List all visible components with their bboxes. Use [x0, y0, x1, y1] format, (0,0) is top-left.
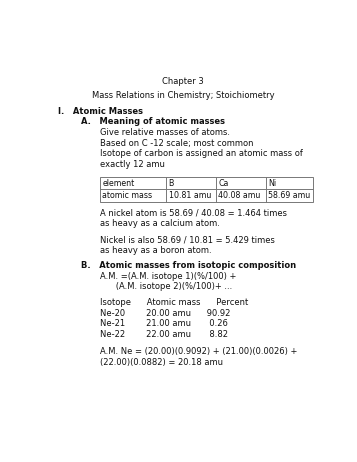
Text: Ne-21        21.00 amu       0.26: Ne-21 21.00 amu 0.26 — [100, 319, 228, 328]
Text: B.   Atomic masses from isotopic composition: B. Atomic masses from isotopic compositi… — [81, 261, 296, 270]
Text: A.M. Ne = (20.00)(0.9092) + (21.00)(0.0026) +: A.M. Ne = (20.00)(0.9092) + (21.00)(0.00… — [100, 347, 297, 356]
Text: element: element — [102, 178, 135, 188]
Text: Isotope of carbon is assigned an atomic mass of: Isotope of carbon is assigned an atomic … — [100, 149, 303, 158]
Text: A.   Meaning of atomic masses: A. Meaning of atomic masses — [81, 117, 225, 126]
Text: Give relative masses of atoms.: Give relative masses of atoms. — [100, 128, 230, 137]
Text: (A.M. isotope 2)(%/100)+ ...: (A.M. isotope 2)(%/100)+ ... — [100, 282, 232, 292]
Text: atomic mass: atomic mass — [102, 191, 152, 200]
Text: Chapter 3: Chapter 3 — [162, 77, 204, 86]
Text: (22.00)(0.0882) = 20.18 amu: (22.00)(0.0882) = 20.18 amu — [100, 358, 223, 367]
Text: 10.81 amu: 10.81 amu — [169, 191, 211, 200]
Text: as heavy as a calcium atom.: as heavy as a calcium atom. — [100, 219, 220, 228]
Text: Based on C -12 scale; most common: Based on C -12 scale; most common — [100, 139, 253, 148]
Text: A nickel atom is 58.69 / 40.08 = 1.464 times: A nickel atom is 58.69 / 40.08 = 1.464 t… — [100, 208, 287, 217]
Text: A.M. =(A.M. isotope 1)(%/100) +: A.M. =(A.M. isotope 1)(%/100) + — [100, 272, 236, 280]
Text: Ne-20        20.00 amu      90.92: Ne-20 20.00 amu 90.92 — [100, 309, 230, 318]
Text: 40.08 amu: 40.08 amu — [218, 191, 261, 200]
Text: as heavy as a boron atom.: as heavy as a boron atom. — [100, 246, 212, 255]
Text: Ni: Ni — [268, 178, 276, 188]
Text: Mass Relations in Chemistry; Stoichiometry: Mass Relations in Chemistry; Stoichiomet… — [92, 91, 274, 100]
Bar — [100, 177, 313, 201]
Text: I.   Atomic Masses: I. Atomic Masses — [59, 107, 144, 116]
Text: 58.69 amu: 58.69 amu — [268, 191, 311, 200]
Text: Ne-22        22.00 amu       8.82: Ne-22 22.00 amu 8.82 — [100, 330, 228, 339]
Text: B: B — [169, 178, 174, 188]
Text: exactly 12 amu: exactly 12 amu — [100, 160, 165, 169]
Text: Nickel is also 58.69 / 10.81 = 5.429 times: Nickel is also 58.69 / 10.81 = 5.429 tim… — [100, 236, 275, 245]
Text: Isotope      Atomic mass      Percent: Isotope Atomic mass Percent — [100, 298, 248, 307]
Text: Ca: Ca — [218, 178, 229, 188]
